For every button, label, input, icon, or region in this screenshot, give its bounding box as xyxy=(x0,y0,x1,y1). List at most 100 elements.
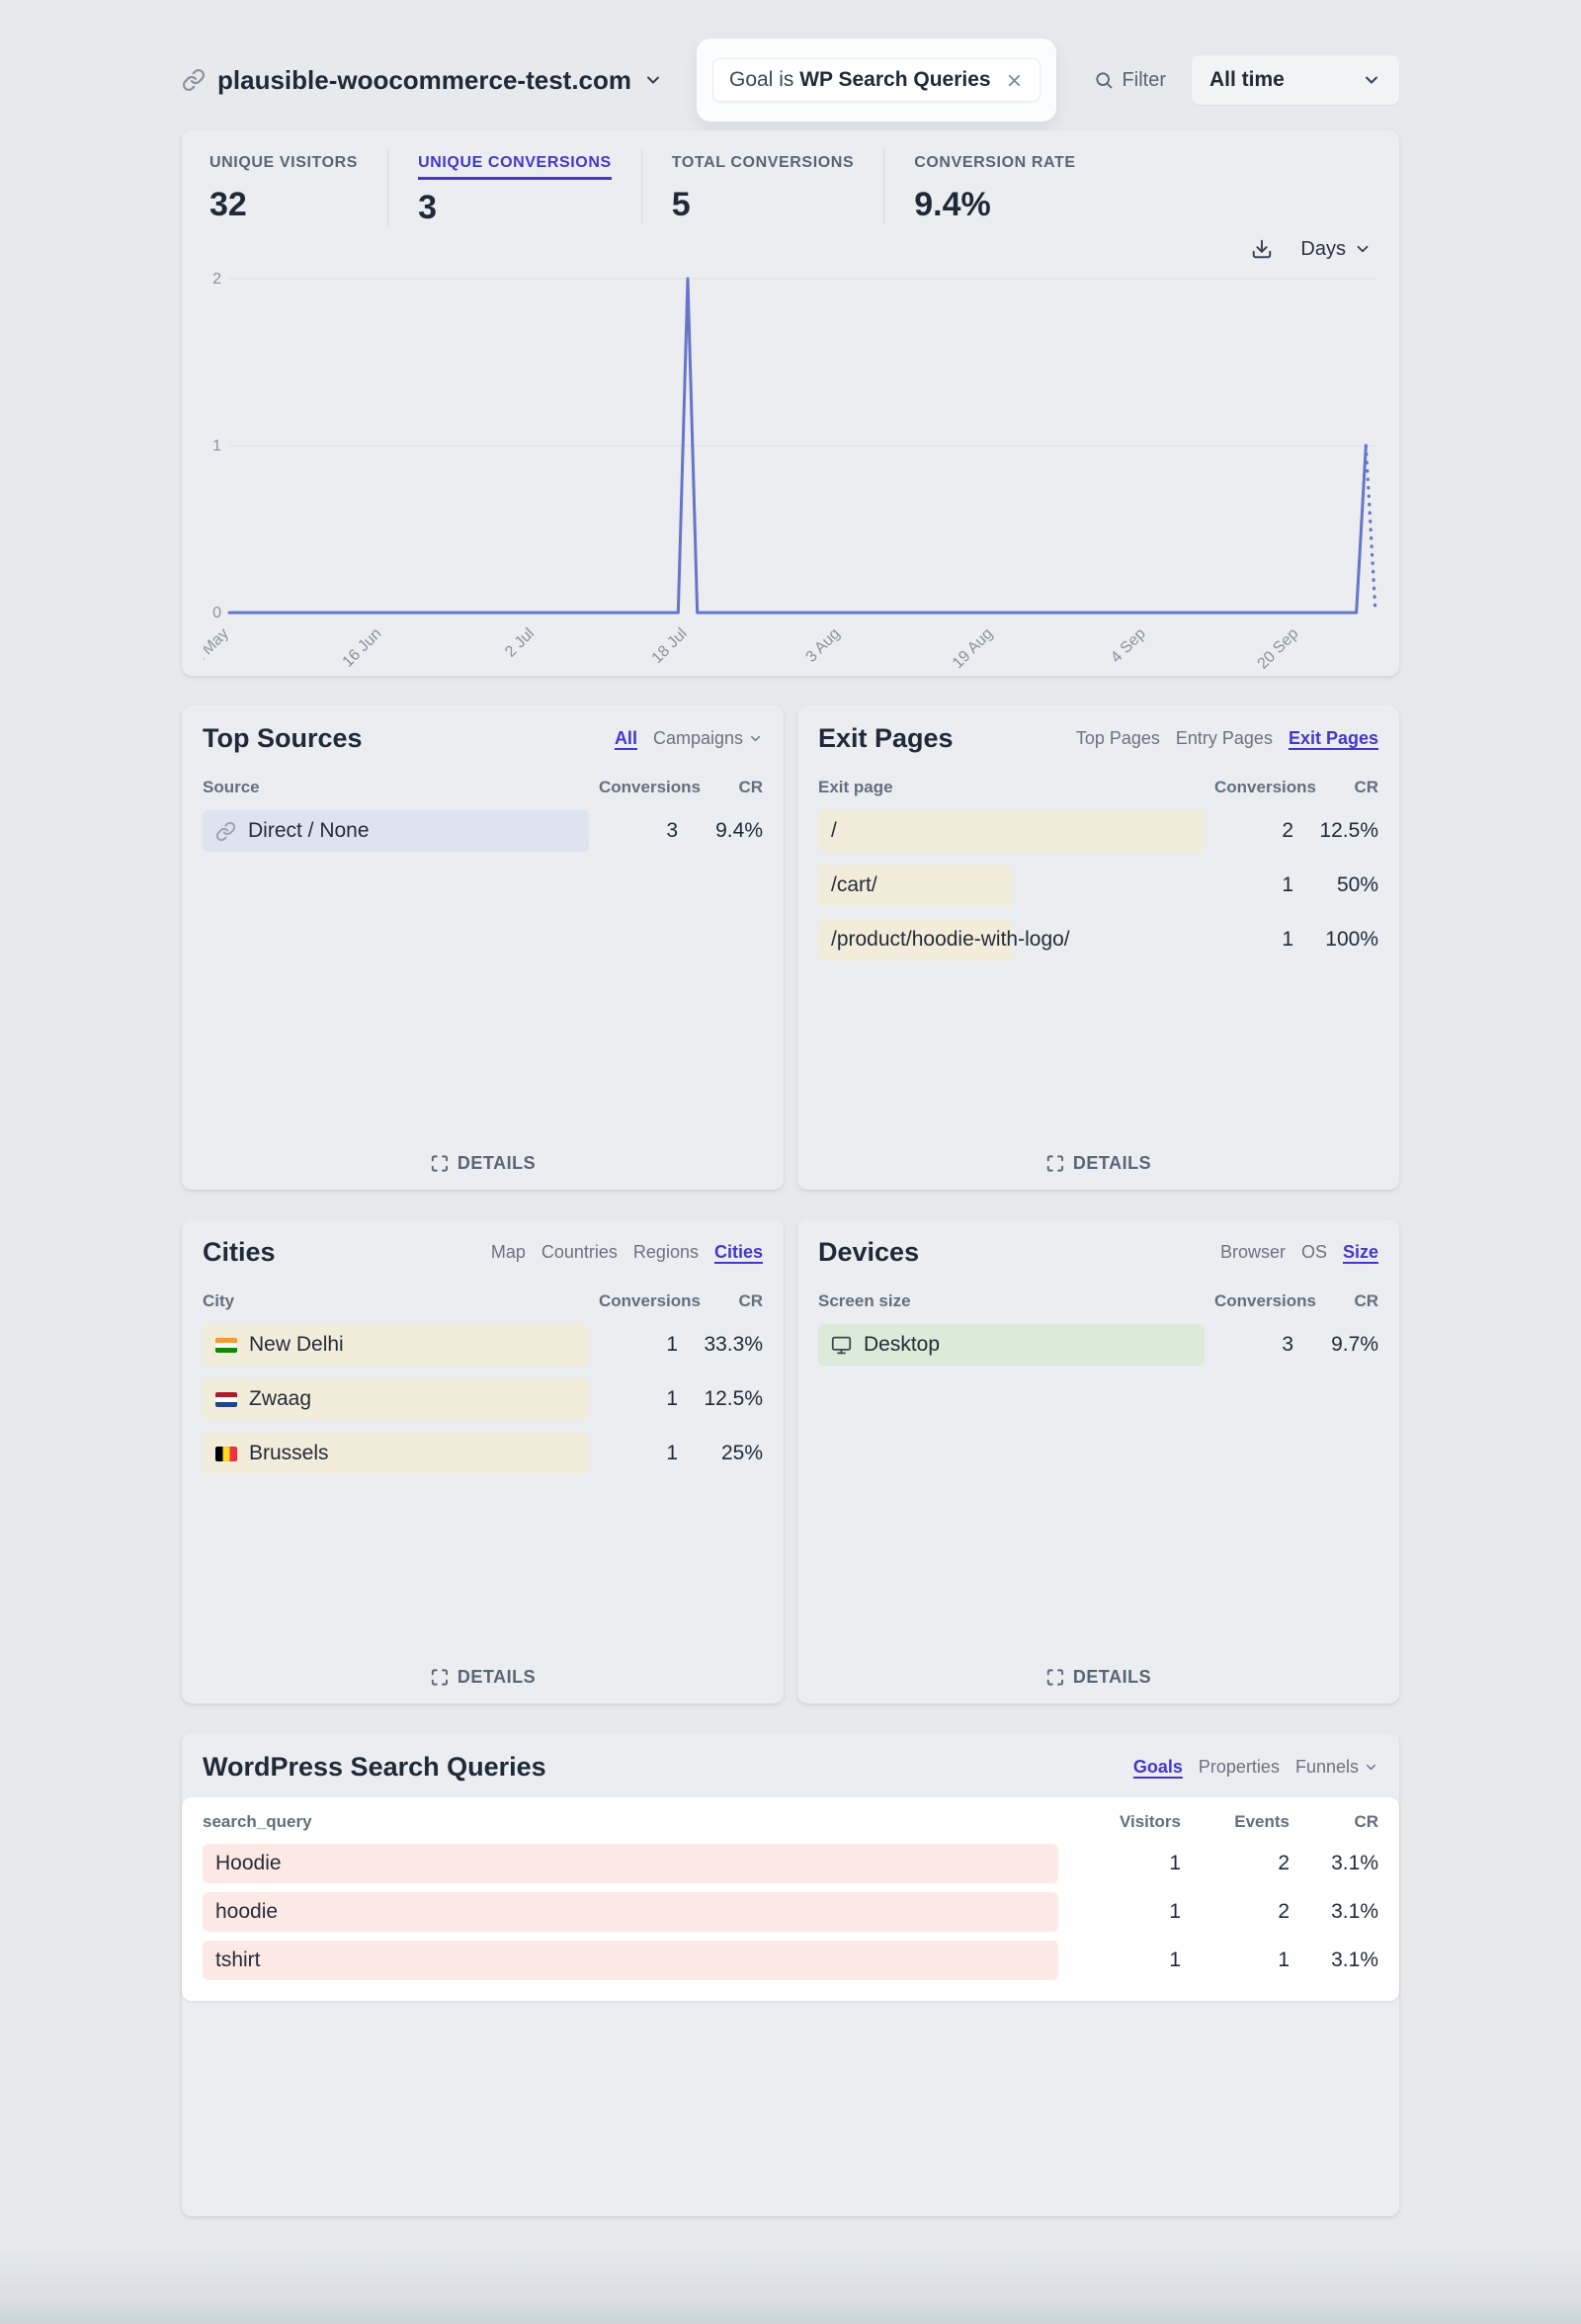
column-cr: CR xyxy=(1354,1291,1378,1310)
tab-top-pages[interactable]: Top Pages xyxy=(1075,728,1160,748)
tab-funnels[interactable]: Funnels xyxy=(1295,1757,1378,1778)
exit-page-row[interactable]: /cart/ 1 50% xyxy=(818,865,1378,906)
svg-text:18 Jul: 18 Jul xyxy=(649,625,691,667)
city-row[interactable]: Zwaag 1 12.5% xyxy=(203,1378,763,1420)
chevron-down-icon xyxy=(1362,70,1381,90)
search-queries-panel: WordPress Search Queries Goals Propertie… xyxy=(182,1733,1399,2216)
tab-exit-pages[interactable]: Exit Pages xyxy=(1288,728,1378,748)
chevron-down-icon xyxy=(748,731,763,746)
panel-tabs: All Campaigns xyxy=(615,728,763,749)
column-cr: CR xyxy=(738,778,763,796)
chevron-down-icon xyxy=(1354,240,1372,258)
tab-os[interactable]: OS xyxy=(1300,1242,1327,1262)
column-headers: Source Conversions CR xyxy=(203,778,763,797)
stat-conversion-rate[interactable]: CONVERSION RATE 9.4% xyxy=(883,148,1105,224)
bar xyxy=(203,810,589,852)
tab-all[interactable]: All xyxy=(614,728,637,748)
expand-icon xyxy=(430,1154,449,1173)
top-bar: plausible-woocommerce-test.com Goal is W… xyxy=(182,38,1399,123)
monitor-icon xyxy=(831,1335,852,1356)
search-queries-table: search_query Visitors Events CR Hoodie 1… xyxy=(182,1797,1399,2001)
bar xyxy=(203,1892,1058,1932)
conversions-line-chart[interactable]: 0 1 2 31 May 16 Jun 2 Jul 18 Jul 3 Aug 19 Aug 4 S… xyxy=(204,271,1377,670)
column-screen-size: Screen size xyxy=(818,1291,911,1310)
interval-picker[interactable]: Days xyxy=(1300,238,1372,261)
close-icon[interactable] xyxy=(1005,71,1024,90)
tab-campaigns[interactable]: Campaigns xyxy=(653,728,763,749)
link-icon xyxy=(182,68,206,92)
tab-properties[interactable]: Properties xyxy=(1198,1757,1280,1777)
panel-title: WordPress Search Queries xyxy=(203,1752,546,1782)
tab-countries[interactable]: Countries xyxy=(541,1242,618,1262)
expand-icon xyxy=(430,1668,449,1687)
details-button[interactable]: DETAILS xyxy=(1045,1153,1151,1174)
column-source: Source xyxy=(203,778,260,796)
search-query-row[interactable]: Hoodie 1 2 3.1% xyxy=(203,1844,1378,1883)
column-cr: CR xyxy=(1354,1812,1378,1831)
tab-regions[interactable]: Regions xyxy=(632,1242,699,1262)
panel-title: Top Sources xyxy=(203,723,363,753)
svg-text:2: 2 xyxy=(212,271,221,288)
column-cr: CR xyxy=(1354,778,1378,796)
visitors-graph-card: UNIQUE VISITORS 32 UNIQUE CONVERSIONS 3 … xyxy=(182,130,1399,676)
svg-text:0: 0 xyxy=(212,605,221,622)
filter-button[interactable]: Filter xyxy=(1094,69,1166,92)
panel-title: Devices xyxy=(818,1237,920,1267)
search-query-row[interactable]: tshirt 1 1 3.1% xyxy=(203,1941,1378,1980)
tab-size[interactable]: Size xyxy=(1342,1242,1378,1262)
filter-label: Filter xyxy=(1122,68,1166,91)
device-row[interactable]: Desktop 3 9.7% xyxy=(818,1324,1378,1366)
svg-text:20 Sep: 20 Sep xyxy=(1255,625,1302,670)
india-flag-icon xyxy=(215,1337,237,1353)
date-range-picker[interactable]: All time xyxy=(1192,55,1399,105)
panel-tabs: Map Countries Regions Cities xyxy=(491,1242,763,1263)
bar xyxy=(818,919,1012,960)
tab-goals[interactable]: Goals xyxy=(1132,1757,1183,1777)
panel-tabs: Top Pages Entry Pages Exit Pages xyxy=(1076,728,1378,749)
column-conversions: Conversions xyxy=(599,778,701,796)
exit-page-row[interactable]: / 2 12.5% xyxy=(818,810,1378,852)
tab-browser[interactable]: Browser xyxy=(1219,1242,1286,1262)
column-headers: City Conversions CR xyxy=(203,1291,763,1311)
tab-map[interactable]: Map xyxy=(490,1242,526,1262)
expand-icon xyxy=(1045,1154,1064,1173)
column-conversions: Conversions xyxy=(1214,1291,1316,1310)
goal-filter-pill[interactable]: Goal is WP Search Queries xyxy=(712,58,1040,102)
column-headers: Exit page Conversions CR xyxy=(818,778,1378,797)
tab-entry-pages[interactable]: Entry Pages xyxy=(1175,728,1273,748)
bar xyxy=(203,1324,589,1366)
bar xyxy=(818,865,1012,906)
tab-cities[interactable]: Cities xyxy=(713,1242,763,1262)
search-query-row[interactable]: hoodie 1 2 3.1% xyxy=(203,1892,1378,1932)
svg-text:1: 1 xyxy=(212,438,221,455)
panel-tabs: Browser OS Size xyxy=(1220,1242,1378,1263)
stat-total-conversions[interactable]: TOTAL CONVERSIONS 5 xyxy=(640,148,883,224)
column-headers: search_query Visitors Events CR xyxy=(203,1812,1378,1832)
bar xyxy=(203,1941,1058,1980)
city-row[interactable]: Brussels 1 25% xyxy=(203,1433,763,1474)
svg-text:3 Aug: 3 Aug xyxy=(803,625,844,666)
source-row[interactable]: Direct / None 3 9.4% xyxy=(203,810,763,852)
bar xyxy=(203,1378,589,1420)
exit-page-row[interactable]: /product/hoodie-with-logo/ 1 100% xyxy=(818,919,1378,960)
stat-unique-visitors[interactable]: UNIQUE VISITORS 32 xyxy=(209,154,359,223)
devices-panel: Devices Browser OS Size Screen size Conv… xyxy=(797,1219,1399,1703)
download-icon[interactable] xyxy=(1251,238,1273,260)
chevron-down-icon xyxy=(1364,1760,1378,1775)
expand-icon xyxy=(1045,1668,1064,1687)
search-icon xyxy=(1094,70,1114,90)
details-button[interactable]: DETAILS xyxy=(1045,1667,1151,1688)
panel-tabs: Goals Properties Funnels xyxy=(1133,1757,1378,1778)
stat-unique-conversions[interactable]: UNIQUE CONVERSIONS 3 xyxy=(387,148,641,227)
column-cr: CR xyxy=(738,1291,763,1310)
svg-text:2 Jul: 2 Jul xyxy=(502,625,538,661)
details-button[interactable]: DETAILS xyxy=(430,1667,536,1688)
date-range-value: All time xyxy=(1209,68,1285,91)
svg-text:4 Sep: 4 Sep xyxy=(1108,625,1149,667)
city-row[interactable]: New Delhi 1 33.3% xyxy=(203,1324,763,1366)
details-button[interactable]: DETAILS xyxy=(430,1153,536,1174)
page-bottom-fade xyxy=(0,2245,1581,2324)
panel-title: Cities xyxy=(203,1237,276,1267)
site-switcher[interactable]: plausible-woocommerce-test.com xyxy=(182,65,663,96)
column-search-query: search_query xyxy=(203,1812,312,1831)
